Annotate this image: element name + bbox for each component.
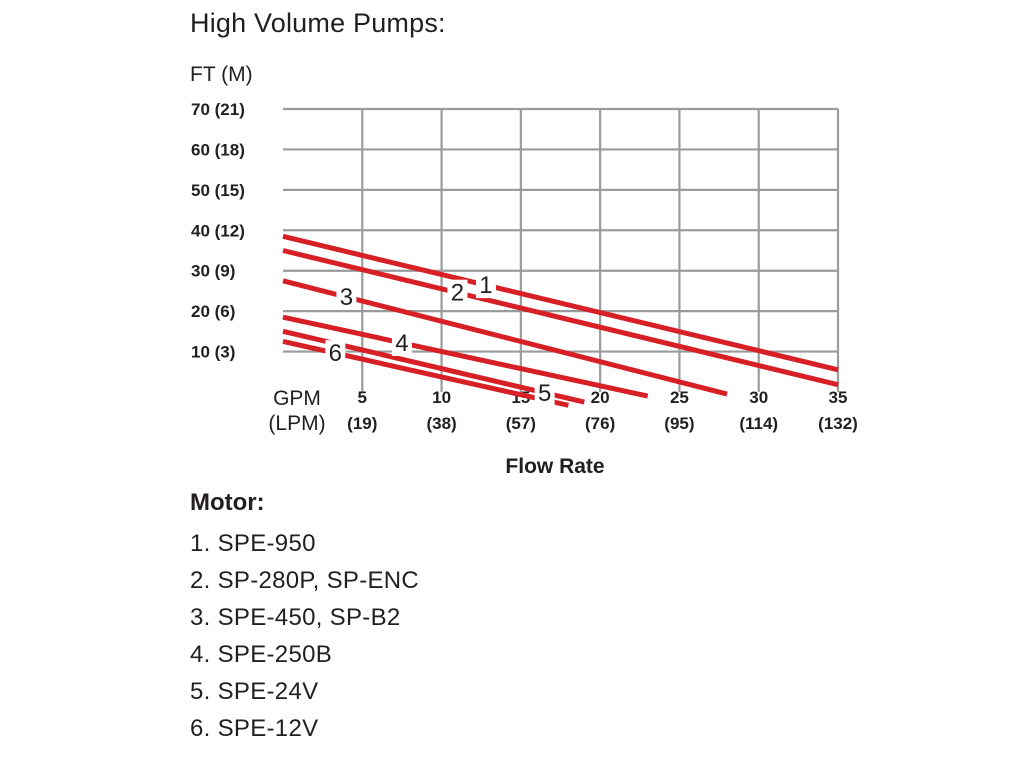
x-tick-labels: 5(19)10(38)15(57)20(76)25(95)30(114)35(1… — [347, 388, 858, 433]
y-tick-label-30: 30 (9) — [191, 262, 235, 281]
y-tick-label-60: 60 (18) — [191, 140, 245, 159]
y-axis-unit-label: FT (M) — [190, 63, 253, 86]
x-tick-sublabel-20: (76) — [585, 414, 615, 433]
y-tick-label-40: 40 (12) — [191, 221, 245, 240]
pump-curves — [282, 233, 839, 408]
x-tick-label-5: 5 — [358, 388, 367, 407]
curve-label-bg-3 — [336, 283, 357, 310]
legend-item-3: 3. SPE-450, SP-B2 — [190, 604, 401, 631]
curve-label-bg-2 — [447, 279, 468, 306]
y-tick-label-70: 70 (21) — [191, 100, 245, 119]
x-tick-label-30: 30 — [749, 388, 768, 407]
legend-item-4: 4. SPE-250B — [190, 641, 333, 668]
chart-title: High Volume Pumps: — [190, 8, 446, 38]
curve-labels: 12 3 4 5 6 — [325, 272, 555, 407]
y-tick-label-20: 20 (6) — [191, 302, 235, 321]
curve-label-6: 6 — [329, 340, 342, 367]
x-axis-label: Flow Rate — [505, 455, 604, 478]
x-tick-sublabel-15: (57) — [506, 414, 536, 433]
curve-label-1: 1 — [479, 272, 492, 299]
curve-label-2: 2 — [451, 280, 464, 307]
x-tick-label-35: 35 — [829, 388, 848, 407]
curve-1 — [282, 233, 839, 373]
x-tick-label-10: 10 — [432, 388, 451, 407]
curve-label-bg-4 — [391, 329, 412, 356]
curve-label-bg-1 — [475, 272, 496, 299]
x-unit-label-lpm: (LPM) — [268, 412, 325, 435]
curve-4 — [282, 314, 649, 399]
x-tick-label-25: 25 — [670, 388, 689, 407]
x-tick-sublabel-25: (95) — [664, 414, 694, 433]
y-tick-labels: 10 (3) 20 (6) 30 (9) 40 (12) 50 (15) 60 (18) 7… — [191, 100, 245, 362]
x-unit-label-gpm: GPM — [273, 387, 321, 410]
curve-label-5: 5 — [538, 380, 551, 407]
curve-label-bg-5 — [534, 379, 555, 406]
legend-item-2: 2. SP-280P, SP-ENC — [190, 567, 420, 594]
curve-label-3: 3 — [340, 284, 353, 311]
curve-label-bg-6 — [325, 340, 346, 367]
x-tick-sublabel-35: (132) — [818, 414, 858, 433]
x-tick-sublabel-30: (114) — [739, 414, 778, 433]
x-tick-sublabel-5: (19) — [347, 414, 377, 433]
y-tick-label-10: 10 (3) — [191, 343, 235, 362]
pump-performance-chart: FT (M) 10 (3) 20 (6) 30 (9) 40 (12) 50 (15) 6… — [190, 63, 858, 478]
curve-label-4: 4 — [395, 330, 408, 357]
legend-item-5: 5. SPE-24V — [190, 678, 319, 705]
legend-title: Motor: — [190, 489, 265, 516]
x-tick-sublabel-10: (38) — [426, 414, 456, 433]
legend-item-6: 6. SPE-12V — [190, 715, 319, 742]
x-tick-label-20: 20 — [591, 388, 610, 407]
curve-2 — [282, 248, 839, 388]
legend-item-1: 1. SPE-950 — [190, 530, 316, 557]
motor-legend: Motor: 1. SPE-950 2. SP-280P, SP-ENC 3. … — [190, 488, 419, 747]
curve-3 — [282, 278, 728, 397]
y-tick-label-50: 50 (15) — [191, 181, 245, 200]
